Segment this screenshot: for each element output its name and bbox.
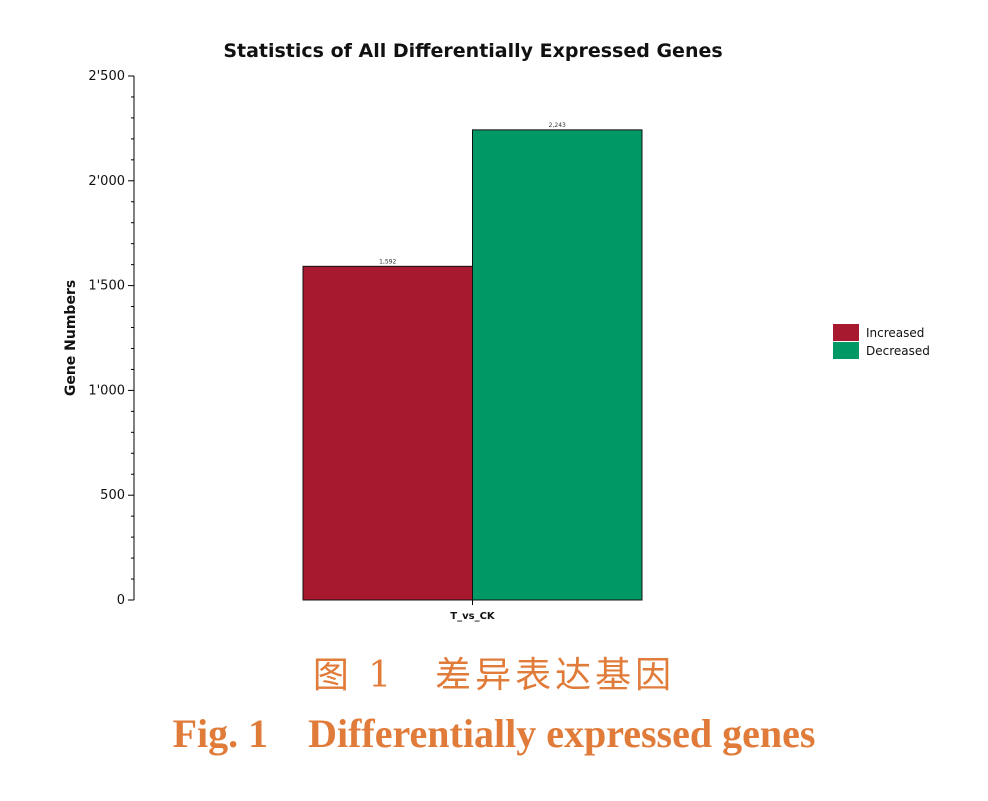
y-axis: 0 500 1'000 1'500 2'000 2'500: [88, 69, 135, 608]
y-tick-label: 2'000: [88, 174, 125, 189]
legend-label-increased: Increased: [866, 326, 924, 340]
x-category-label: T_vs_CK: [450, 611, 496, 622]
chart-title: Statistics of All Differentially Express…: [223, 40, 722, 62]
data-label-decreased: 2,243: [549, 122, 566, 129]
bar-chart: Statistics of All Differentially Express…: [63, 40, 930, 622]
y-axis-label: Gene Numbers: [63, 280, 79, 396]
data-label-increased: 1,592: [379, 258, 396, 265]
y-tick-label: 2'500: [88, 69, 125, 84]
x-axis: T_vs_CK: [450, 600, 496, 622]
legend-swatch-increased: [833, 324, 859, 341]
bar-increased: [302, 265, 473, 601]
figure-caption-english: Fig. 1 Differentially expressed genes: [172, 711, 816, 756]
bar-decreased: [472, 129, 643, 601]
y-tick-label: 0: [117, 593, 125, 608]
y-tick-label: 1'000: [88, 383, 125, 398]
figure-caption-chinese: 图 1 差异表达基因: [312, 655, 676, 696]
legend-label-decreased: Decreased: [866, 344, 930, 358]
y-tick-label: 1'500: [88, 279, 125, 294]
bars: 1,592 2,243: [302, 122, 643, 601]
y-tick-label: 500: [100, 488, 125, 503]
legend-swatch-decreased: [833, 342, 859, 359]
legend: Increased Decreased: [833, 324, 930, 359]
